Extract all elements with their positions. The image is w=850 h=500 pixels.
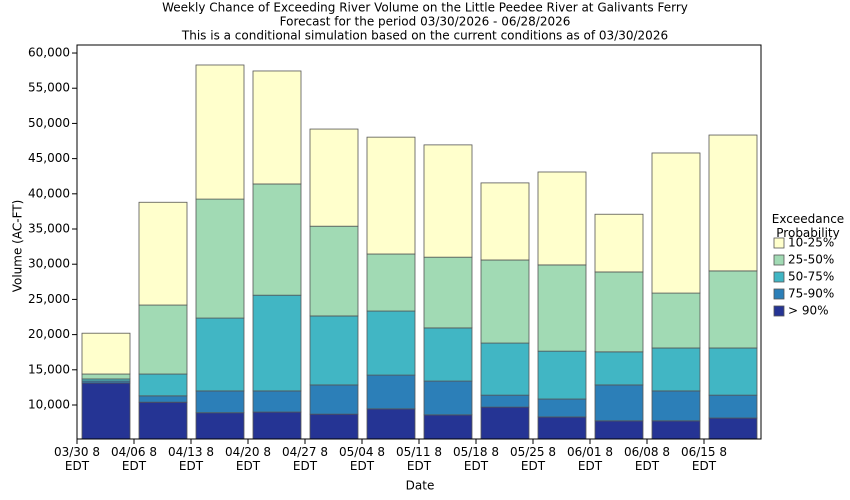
bar-segment xyxy=(480,182,530,261)
bar-segment xyxy=(708,417,758,440)
bar-segment xyxy=(708,270,758,349)
legend-label: 10-25% xyxy=(788,236,834,250)
bar-segment xyxy=(537,350,587,400)
bar-segment xyxy=(594,271,644,353)
chart-note: This is a conditional simulation based o… xyxy=(181,29,668,43)
bar-segment xyxy=(195,390,245,414)
y-tick-label: 25,000 xyxy=(28,292,70,306)
bar-segment xyxy=(309,315,359,386)
bar-segment xyxy=(480,394,530,408)
y-tick-label: 20,000 xyxy=(28,327,70,341)
bar-segment xyxy=(366,253,416,312)
bar-segment xyxy=(138,201,188,306)
y-tick-label: 40,000 xyxy=(28,186,70,200)
bar-segment xyxy=(423,414,473,440)
bar-segment xyxy=(594,420,644,440)
bar-segment xyxy=(366,374,416,410)
bar-segment xyxy=(195,64,245,200)
bar-segment xyxy=(366,310,416,376)
bar-segment xyxy=(366,136,416,255)
bar-segment xyxy=(423,256,473,329)
bar-segment xyxy=(537,416,587,440)
bar-segment xyxy=(81,332,131,375)
legend-label: > 90% xyxy=(788,304,829,318)
bar-segment xyxy=(594,384,644,422)
legend-title: Exceedance Probability xyxy=(771,212,845,240)
bar-segment xyxy=(309,413,359,440)
y-tick-label: 10,000 xyxy=(28,397,70,411)
bar-segment xyxy=(138,373,188,397)
y-tick-label: 55,000 xyxy=(28,81,70,95)
x-tick-label: 04/27 8 EDT xyxy=(281,445,329,473)
legend-label: 75-90% xyxy=(788,287,834,301)
y-tick-label: 35,000 xyxy=(28,222,70,236)
y-axis-label: Volume (AC-FT) xyxy=(11,200,25,293)
bar-segment xyxy=(252,411,302,440)
y-tick-label: 50,000 xyxy=(28,116,70,130)
legend-swatch xyxy=(773,254,785,266)
bar-segment xyxy=(195,412,245,440)
x-tick-label: 04/13 8 EDT xyxy=(167,445,215,473)
legend-label: 25-50% xyxy=(788,253,834,267)
y-tick-label: 60,000 xyxy=(28,46,70,60)
x-tick-label: 03/30 8 EDT xyxy=(53,445,101,473)
y-tick-label: 30,000 xyxy=(28,257,70,271)
bar-segment xyxy=(309,225,359,317)
bar-segment xyxy=(195,198,245,319)
bar-segment xyxy=(651,347,701,392)
bar-segment xyxy=(651,292,701,349)
bar-segment xyxy=(651,152,701,294)
bar-segment xyxy=(651,390,701,422)
y-tick-label: 45,000 xyxy=(28,151,70,165)
bar-segment xyxy=(81,373,131,380)
bar-segment xyxy=(309,384,359,415)
bar-segment xyxy=(708,134,758,272)
legend-label: 50-75% xyxy=(788,270,834,284)
bar-segment xyxy=(195,317,245,392)
x-tick-label: 06/01 8 EDT xyxy=(566,445,614,473)
bar-segment xyxy=(423,380,473,416)
bar-segment xyxy=(537,398,587,418)
x-tick-label: 05/25 8 EDT xyxy=(509,445,557,473)
y-tick-label: 15,000 xyxy=(28,362,70,376)
bar-segment xyxy=(594,351,644,386)
x-tick-label: 04/20 8 EDT xyxy=(224,445,272,473)
bar-segment xyxy=(537,264,587,352)
x-tick-label: 06/08 8 EDT xyxy=(623,445,671,473)
bar-segment xyxy=(423,144,473,258)
bar-segment xyxy=(81,382,131,440)
x-tick-label: 05/18 8 EDT xyxy=(452,445,500,473)
bar-segment xyxy=(252,390,302,413)
bar-segment xyxy=(309,128,359,227)
bar-segment xyxy=(138,304,188,375)
bar-segment xyxy=(138,401,188,440)
bar-segment xyxy=(252,70,302,185)
bar-segment xyxy=(651,420,701,440)
bar-segment xyxy=(366,408,416,440)
bar-segment xyxy=(252,294,302,392)
x-tick-label: 04/06 8 EDT xyxy=(110,445,158,473)
chart-subtitle: Forecast for the period 03/30/2026 - 06/… xyxy=(280,15,571,29)
bar-segment xyxy=(480,406,530,440)
bar-segment xyxy=(708,347,758,396)
x-tick-label: 05/11 8 EDT xyxy=(395,445,443,473)
bar-segment xyxy=(537,171,587,266)
x-axis-label: Date xyxy=(406,479,435,493)
bar-segment xyxy=(594,213,644,273)
legend-swatch xyxy=(773,237,785,249)
bar-segment xyxy=(423,327,473,382)
legend-swatch xyxy=(773,271,785,283)
x-tick-label: 06/15 8 EDT xyxy=(680,445,728,473)
chart-title: Weekly Chance of Exceeding River Volume … xyxy=(162,1,688,15)
x-tick-label: 05/04 8 EDT xyxy=(338,445,386,473)
bar-segment xyxy=(708,394,758,419)
legend-swatch xyxy=(773,305,785,317)
bar-segment xyxy=(480,342,530,396)
bar-segment xyxy=(138,395,188,403)
legend-swatch xyxy=(773,288,785,300)
bar-segment xyxy=(480,259,530,344)
bar-segment xyxy=(252,183,302,296)
